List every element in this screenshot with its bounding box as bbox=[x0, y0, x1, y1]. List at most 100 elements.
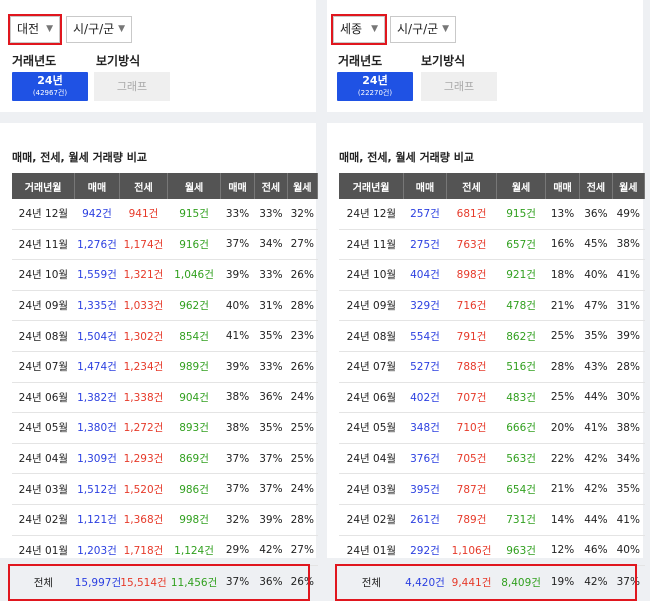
table-cell: 25% bbox=[287, 412, 318, 444]
table-row: 24년 11월 1,276건 1,174건 916건 37% 34% 27% bbox=[12, 229, 318, 261]
district-select[interactable]: 시/구/군 ▼ bbox=[390, 16, 456, 43]
table-cell: 40% bbox=[220, 290, 255, 322]
table-cell: 1,124건 bbox=[167, 535, 221, 567]
table-cell: 1,559건 bbox=[74, 259, 120, 291]
district-select[interactable]: 시/구/군 ▼ bbox=[66, 16, 132, 43]
table-cell: 1,382건 bbox=[74, 382, 120, 414]
table-row: 24년 09월 329건 716건 478건 21% 47% 31% bbox=[339, 290, 645, 322]
total-cell: 11,456건 bbox=[167, 565, 221, 599]
table-cell: 23% bbox=[287, 320, 318, 352]
table-cell: 34% bbox=[612, 443, 645, 475]
table-row: 24년 11월 275건 763건 657건 16% 45% 38% bbox=[339, 229, 645, 261]
table-cell: 37% bbox=[220, 229, 255, 261]
column-header: 매매 bbox=[74, 173, 120, 199]
table-row: 24년 12월 942건 941건 915건 33% 33% 32% bbox=[12, 199, 318, 230]
table-row: 24년 01월 292건 1,106건 963건 12% 46% 40% bbox=[339, 535, 645, 567]
column-header: 매매 bbox=[403, 173, 447, 199]
table-cell: 915건 bbox=[496, 199, 546, 230]
table-cell: 41% bbox=[220, 320, 255, 352]
table-cell: 941건 bbox=[119, 199, 168, 230]
table-cell: 35% bbox=[579, 320, 613, 352]
table-row: 24년 04월 1,309건 1,293건 869건 37% 37% 25% bbox=[12, 443, 318, 475]
table-cell: 261건 bbox=[403, 504, 447, 536]
total-cell: 37% bbox=[220, 565, 255, 599]
table-cell: 893건 bbox=[167, 412, 221, 444]
table-header-row: 거래년월 매매 전세 월세 매매 전세 월세 bbox=[339, 173, 646, 199]
table-cell: 986건 bbox=[167, 473, 221, 505]
table-cell: 788건 bbox=[446, 351, 497, 383]
graph-button[interactable]: 그래프 bbox=[94, 72, 170, 101]
table-cell: 942건 bbox=[74, 199, 120, 230]
table-cell: 37% bbox=[220, 473, 255, 505]
table-cell: 37% bbox=[254, 473, 288, 505]
table-cell: 478건 bbox=[496, 290, 546, 322]
table-cell: 34% bbox=[254, 229, 288, 261]
table-cell: 869건 bbox=[167, 443, 221, 475]
table-cell: 921건 bbox=[496, 259, 546, 291]
table-cell: 29% bbox=[220, 535, 255, 567]
region-select-value: 대전 bbox=[17, 22, 40, 36]
table-row: 24년 03월 1,512건 1,520건 986건 37% 37% 24% bbox=[12, 473, 318, 505]
table-cell: 28% bbox=[545, 351, 580, 383]
table-cell: 24년 04월 bbox=[12, 443, 75, 475]
total-cell: 19% bbox=[545, 565, 580, 599]
table-cell: 35% bbox=[612, 473, 645, 505]
table-row: 24년 08월 1,504건 1,302건 854건 41% 35% 23% bbox=[12, 320, 318, 352]
year-label: 거래년도 bbox=[12, 54, 57, 68]
table-cell: 12% bbox=[545, 535, 580, 567]
table-cell: 1,380건 bbox=[74, 412, 120, 444]
table-cell: 24년 05월 bbox=[339, 412, 404, 444]
table-cell: 24년 11월 bbox=[12, 229, 75, 261]
table-cell: 26% bbox=[287, 351, 318, 383]
table-cell: 32% bbox=[220, 504, 255, 536]
table-cell: 24년 06월 bbox=[12, 382, 75, 414]
table-cell: 42% bbox=[254, 535, 288, 567]
table-cell: 681건 bbox=[446, 199, 497, 230]
table-cell: 35% bbox=[254, 412, 288, 444]
panel-sejong: 세종 ▼ 시/구/군 ▼ 거래년도 보기방식 24년 (22270건) 그래프 … bbox=[327, 0, 646, 601]
year-button-count: (22270건) bbox=[357, 89, 393, 97]
district-select-value: 시/구/군 bbox=[397, 22, 439, 36]
view-label: 보기방식 bbox=[96, 54, 141, 68]
total-cell: 15,514건 bbox=[119, 565, 168, 599]
table-cell: 787건 bbox=[446, 473, 497, 505]
region-select[interactable]: 대전 ▼ bbox=[8, 14, 62, 45]
column-header: 매매 bbox=[545, 173, 581, 199]
column-header: 월세 bbox=[287, 173, 319, 199]
column-header: 매매 bbox=[220, 173, 256, 199]
table-cell: 30% bbox=[612, 382, 645, 414]
table-cell: 39% bbox=[254, 504, 288, 536]
table-cell: 24년 06월 bbox=[339, 382, 404, 414]
table-cell: 25% bbox=[545, 320, 580, 352]
table-cell: 24년 10월 bbox=[12, 259, 75, 291]
table-cell: 27% bbox=[287, 229, 318, 261]
total-cell: 8,409건 bbox=[496, 565, 546, 599]
table-row: 24년 10월 1,559건 1,321건 1,046건 39% 33% 26% bbox=[12, 259, 318, 291]
table-cell: 31% bbox=[612, 290, 645, 322]
table-cell: 1,321건 bbox=[119, 259, 168, 291]
table-cell: 24년 08월 bbox=[12, 320, 75, 352]
table-cell: 24년 02월 bbox=[12, 504, 75, 536]
table-cell: 20% bbox=[545, 412, 580, 444]
table-cell: 1,293건 bbox=[119, 443, 168, 475]
column-header: 전세 bbox=[254, 173, 288, 199]
table-cell: 24년 01월 bbox=[339, 535, 404, 567]
year-button-year: 24년 bbox=[362, 74, 388, 87]
table-row: 24년 07월 1,474건 1,234건 989건 39% 33% 26% bbox=[12, 351, 318, 383]
table-cell: 24년 07월 bbox=[339, 351, 404, 383]
column-header: 전세 bbox=[119, 173, 169, 199]
table-cell: 395건 bbox=[403, 473, 447, 505]
region-select[interactable]: 세종 ▼ bbox=[331, 14, 387, 45]
table-cell: 1,309건 bbox=[74, 443, 120, 475]
table-cell: 376건 bbox=[403, 443, 447, 475]
table-cell: 763건 bbox=[446, 229, 497, 261]
table-row: 24년 03월 395건 787건 654건 21% 42% 35% bbox=[339, 473, 645, 505]
table-cell: 24년 09월 bbox=[339, 290, 404, 322]
table-cell: 862건 bbox=[496, 320, 546, 352]
table-cell: 31% bbox=[254, 290, 288, 322]
total-cell: 36% bbox=[254, 565, 288, 599]
graph-button[interactable]: 그래프 bbox=[421, 72, 497, 101]
year-button[interactable]: 24년 (22270건) bbox=[337, 72, 413, 101]
table-cell: 1,302건 bbox=[119, 320, 168, 352]
year-button[interactable]: 24년 (42967건) bbox=[12, 72, 88, 101]
